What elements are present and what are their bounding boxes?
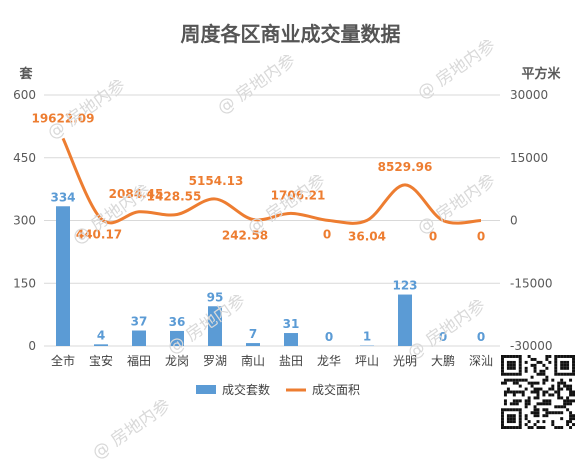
bar-value-label: 334 — [50, 190, 75, 204]
line-value-label: 36.04 — [348, 229, 386, 243]
line-value-label: 0 — [323, 228, 331, 242]
y-right-tick-label: -15000 — [510, 276, 553, 290]
x-tick-label: 罗湖 — [203, 353, 227, 368]
y-left-tick-label: 300 — [13, 214, 36, 228]
y-right-tick-label: -30000 — [510, 339, 553, 353]
qr-code-icon — [501, 355, 575, 429]
y-left-tick-label: 450 — [13, 151, 36, 165]
bar-value-label: 37 — [131, 315, 148, 329]
chart-canvas: 0 150 300 450 600 -30000 -15000 0 15000 30000 套 平方米… — [0, 0, 581, 439]
line-value-label: 242.58 — [222, 228, 268, 242]
bar-value-label: 36 — [169, 315, 186, 329]
x-tick-label: 盐田 — [279, 354, 303, 368]
y-left-tick-label: 150 — [13, 276, 36, 290]
x-tick-label: 全市 — [51, 353, 75, 368]
bar-value-label: 95 — [207, 290, 224, 304]
y-right-tick-label: 30000 — [510, 88, 548, 102]
bar-value-label: 0 — [325, 330, 333, 344]
line-value-label: 0 — [429, 230, 437, 244]
bar — [208, 306, 222, 346]
y-left-axis-title: 套 — [18, 66, 33, 82]
bar-value-label: 0 — [477, 330, 485, 344]
bar-value-label: 4 — [97, 328, 105, 342]
x-tick-label: 龙岗 — [165, 354, 189, 368]
bar-value-label: 1 — [363, 330, 371, 344]
bar — [398, 295, 412, 346]
line-value-label: 1428.55 — [147, 190, 202, 204]
bar-value-label: 31 — [283, 317, 300, 331]
x-tick-label: 光明 — [393, 354, 417, 368]
line-value-label: 440.17 — [76, 228, 122, 242]
series-line — [63, 138, 481, 223]
bar-value-label: 123 — [392, 279, 417, 293]
line-value-label: 1706.21 — [271, 188, 326, 202]
bar-value-label: 0 — [439, 330, 447, 344]
bar — [132, 331, 146, 346]
x-tick-label: 坪山 — [355, 354, 379, 368]
x-tick-label: 福田 — [127, 353, 151, 368]
bar-value-label: 7 — [249, 327, 257, 341]
line-value-label: 8529.96 — [378, 160, 433, 174]
x-tick-label: 南山 — [241, 353, 265, 368]
line-value-label: 0 — [477, 230, 485, 244]
y-right-tick-label: 0 — [510, 214, 518, 228]
bar — [284, 333, 298, 346]
legend-label-bar: 成交套数 — [222, 382, 270, 397]
bar — [170, 331, 184, 346]
bar — [56, 206, 70, 346]
line-value-label: 5154.13 — [189, 174, 244, 188]
y-right-tick-label: 15000 — [510, 151, 548, 165]
x-tick-label: 深汕 — [469, 354, 493, 368]
y-left-tick-label: 0 — [28, 339, 36, 353]
x-tick-label: 龙华 — [317, 354, 341, 368]
x-tick-label: 宝安 — [89, 353, 113, 368]
y-left-tick-label: 600 — [13, 88, 36, 102]
x-tick-label: 大鹏 — [431, 354, 455, 368]
bar — [246, 343, 260, 346]
legend-swatch-bar — [196, 385, 216, 394]
legend-label-line: 成交面积 — [312, 382, 360, 397]
line-value-label: 19622.09 — [31, 111, 94, 125]
y-right-axis-title: 平方米 — [521, 66, 561, 82]
bar — [94, 344, 108, 346]
